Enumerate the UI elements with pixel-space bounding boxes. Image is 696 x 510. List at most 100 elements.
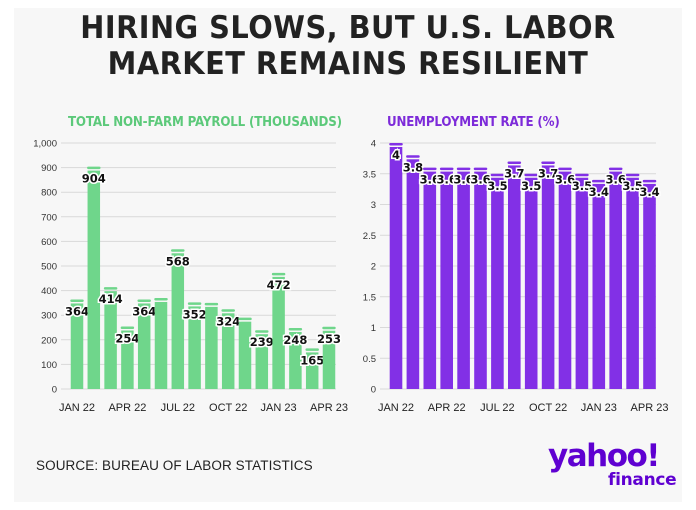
payroll-bar <box>221 313 235 389</box>
unemployment-bar <box>626 177 639 389</box>
payroll-bar-cap <box>70 299 84 302</box>
payroll-bar <box>272 276 285 389</box>
unemployment-bar-cap <box>642 179 657 183</box>
payroll-bar-cap <box>204 302 219 306</box>
payroll-bar-cap <box>238 317 252 321</box>
payroll-bar <box>255 334 269 389</box>
unemployment-x-tick-label: APR 22 <box>428 402 466 414</box>
unemployment-y-tick-label: 3.5 <box>363 169 376 180</box>
unemployment-bar <box>575 177 589 389</box>
payroll-data-label: 324 <box>216 314 240 328</box>
headline-line-2: MARKET REMAINS RESILIENT <box>107 46 589 82</box>
unemployment-bar-cap <box>608 167 623 171</box>
headline-line-1: HIRING SLOWS, BUT U.S. LABOR <box>80 10 616 46</box>
unemployment-x-tick-label: JAN 23 <box>581 402 617 414</box>
unemployment-bar-cap <box>473 167 488 171</box>
unemployment-bar-cap <box>625 173 640 177</box>
payroll-bar <box>87 170 101 389</box>
payroll-bar <box>188 306 201 389</box>
finance-logo: finance <box>608 470 677 490</box>
payroll-data-label: 165 <box>300 353 324 367</box>
unemployment-bar-cap <box>575 173 589 177</box>
payroll-data-label: 254 <box>115 332 139 346</box>
payroll-x-tick-label: APR 22 <box>108 402 146 414</box>
payroll-bar-cap <box>322 326 336 330</box>
unemployment-bar-cap <box>541 161 555 164</box>
unemployment-chart-title: UNEMPLOYMENT RATE (%) <box>387 114 560 130</box>
unemployment-bar-cap <box>524 173 538 177</box>
unemployment-data-label: 3.7 <box>538 166 558 180</box>
unemployment-bar <box>389 147 403 389</box>
unemployment-x-tick-label: JUL 22 <box>480 402 514 414</box>
payroll-bar-cap <box>120 326 135 330</box>
unemployment-bar <box>457 171 470 389</box>
unemployment-data-label: 3.4 <box>589 185 609 199</box>
unemployment-x-tick-label: OCT 22 <box>529 402 567 414</box>
unemployment-data-label: 3.6 <box>470 173 490 187</box>
yahoo-logo: yahoo! <box>548 438 660 474</box>
payroll-bar-cap <box>103 287 118 290</box>
payroll-bar-cap <box>137 299 151 302</box>
payroll-data-label: 364 <box>65 304 89 318</box>
unemployment-bar <box>440 171 453 389</box>
payroll-bar <box>104 291 117 389</box>
payroll-y-tick-label: 300 <box>41 311 57 322</box>
unemployment-bar-cap <box>406 155 420 158</box>
unemployment-data-label: 3.8 <box>403 160 423 174</box>
unemployment-y-tick-label: 3 <box>371 200 376 211</box>
payroll-x-tick-label: APR 23 <box>310 402 348 414</box>
unemployment-y-tick-label: 2 <box>371 262 376 273</box>
unemployment-bar <box>558 171 572 389</box>
payroll-y-tick-label: 500 <box>41 262 57 273</box>
source-note: SOURCE: BUREAU OF LABOR STATISTICS <box>36 458 313 473</box>
payroll-data-label: 568 <box>166 254 190 268</box>
unemployment-data-label: 3.6 <box>420 173 440 187</box>
payroll-bar-cap <box>305 348 319 351</box>
payroll-bar <box>305 352 319 389</box>
unemployment-bar-cap <box>439 167 454 171</box>
unemployment-data-label: 3.5 <box>487 179 507 193</box>
payroll-bar-cap <box>221 309 235 312</box>
payroll-data-label: 472 <box>267 278 291 292</box>
unemployment-x-tick-label: APR 23 <box>631 402 669 414</box>
payroll-x-tick-label: JAN 22 <box>59 402 95 414</box>
payroll-data-label: 239 <box>250 335 274 349</box>
unemployment-data-label: 4 <box>392 148 400 162</box>
unemployment-y-tick-label: 1.5 <box>363 292 376 303</box>
unemployment-bar-cap <box>423 167 437 171</box>
payroll-data-label: 364 <box>132 304 156 318</box>
payroll-bar <box>137 303 151 389</box>
payroll-bar <box>205 306 218 389</box>
payroll-data-label: 352 <box>183 307 207 321</box>
unemployment-bar <box>474 171 487 389</box>
payroll-bar <box>238 321 252 389</box>
payroll-bar-cap <box>154 297 168 301</box>
payroll-bar-cap <box>271 272 286 276</box>
headline: HIRING SLOWS, BUT U.S. LABOR MARKET REMA… <box>37 10 658 82</box>
unemployment-data-label: 3.6 <box>555 173 575 187</box>
unemployment-data-label: 3.4 <box>639 185 659 199</box>
payroll-y-tick-label: 200 <box>41 335 57 346</box>
payroll-bar-cap <box>255 330 269 333</box>
payroll-y-tick-label: 400 <box>41 286 57 297</box>
unemployment-data-label: 3.6 <box>453 173 473 187</box>
unemployment-data-label: 3.5 <box>572 179 592 193</box>
unemployment-bar <box>643 183 656 389</box>
payroll-bar-cap <box>171 249 185 252</box>
unemployment-bar <box>423 171 437 389</box>
unemployment-y-tick-label: 2.5 <box>363 231 376 242</box>
unemployment-bar <box>592 183 606 389</box>
unemployment-bar <box>609 171 622 389</box>
unemployment-bar <box>491 177 504 389</box>
payroll-x-tick-label: JUL 22 <box>161 402 195 414</box>
payroll-data-label: 414 <box>99 292 123 306</box>
unemployment-y-tick-label: 0.5 <box>363 354 376 365</box>
payroll-x-tick-label: OCT 22 <box>209 402 247 414</box>
payroll-y-tick-label: 700 <box>41 212 57 223</box>
payroll-bar <box>70 303 84 389</box>
payroll-bar <box>121 330 134 389</box>
unemployment-bar <box>406 159 420 389</box>
unemployment-bar-cap <box>507 161 522 164</box>
payroll-bar <box>289 331 302 389</box>
